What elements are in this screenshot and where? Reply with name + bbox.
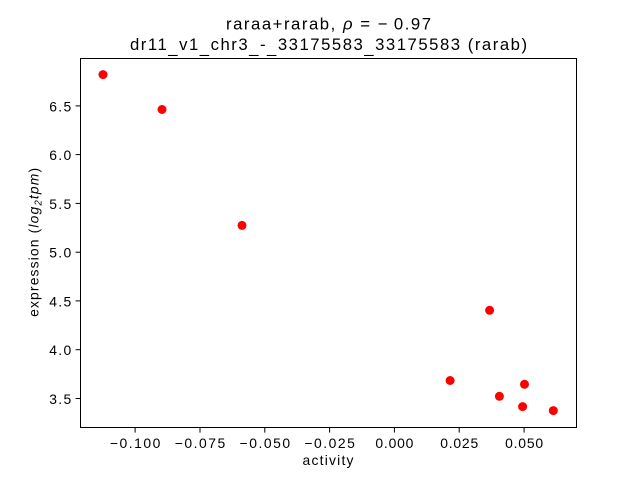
svg-text:−0.100: −0.100: [110, 435, 161, 451]
svg-text:6.5: 6.5: [49, 98, 71, 114]
svg-text:activity: activity: [303, 452, 354, 468]
svg-text:−0.050: −0.050: [240, 435, 291, 451]
svg-text:raraa+rarab, ρ = − 0.97: raraa+rarab, ρ = − 0.97: [226, 14, 431, 33]
svg-text:0.000: 0.000: [375, 435, 413, 451]
svg-text:−0.025: −0.025: [304, 435, 355, 451]
svg-text:6.0: 6.0: [49, 147, 71, 163]
svg-text:0.050: 0.050: [505, 435, 543, 451]
svg-text:3.5: 3.5: [49, 391, 71, 407]
svg-text:5.5: 5.5: [49, 196, 71, 212]
svg-text:−0.075: −0.075: [175, 435, 226, 451]
svg-text:0.025: 0.025: [440, 435, 478, 451]
svg-text:4.0: 4.0: [49, 342, 71, 358]
svg-text:5.0: 5.0: [49, 245, 71, 261]
svg-text:4.5: 4.5: [49, 293, 71, 309]
svg-text:dr11_v1_chr3_-_33175583_331755: dr11_v1_chr3_-_33175583_33175583 (rarab): [130, 35, 527, 57]
